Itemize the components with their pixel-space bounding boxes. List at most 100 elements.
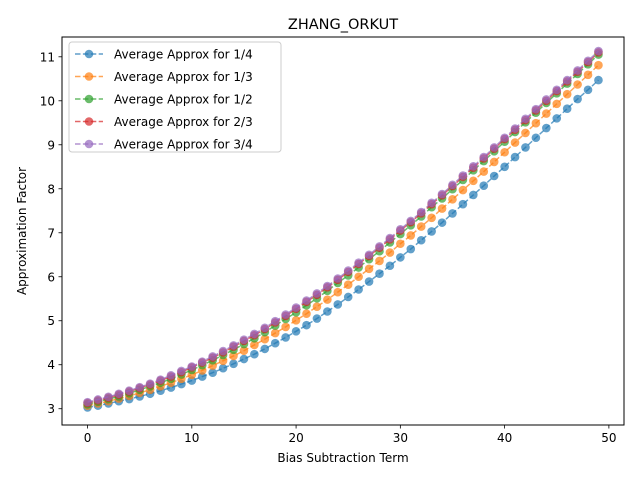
data-point — [270, 316, 280, 326]
data-point — [427, 198, 436, 208]
series-5 — [83, 46, 603, 407]
y-axis-label: Approximation Factor — [15, 167, 29, 295]
data-point — [396, 253, 405, 262]
data-point — [542, 95, 551, 104]
data-point — [448, 195, 457, 204]
data-point — [573, 66, 582, 75]
data-point — [448, 209, 457, 218]
data-point — [354, 258, 363, 267]
data-point — [416, 235, 426, 245]
x-tick-label: 40 — [497, 431, 512, 445]
data-point — [500, 147, 509, 157]
data-point — [583, 70, 593, 80]
data-point — [177, 366, 186, 376]
data-point — [427, 227, 436, 236]
chart-title: ZHANG_ORKUT — [288, 17, 398, 33]
x-tick-label: 10 — [184, 431, 199, 445]
legend-label: Average Approx for 1/2 — [114, 93, 253, 107]
data-point — [489, 143, 499, 152]
data-point — [469, 162, 478, 171]
data-point — [343, 266, 353, 275]
data-point — [427, 213, 436, 223]
data-point — [416, 207, 426, 217]
data-point — [312, 314, 322, 323]
x-tick-label: 50 — [601, 431, 616, 445]
legend-item: Average Approx for 1/4 — [75, 48, 253, 62]
data-point — [250, 340, 259, 350]
y-tick-label: 6 — [47, 270, 55, 284]
data-point — [542, 123, 551, 133]
data-point — [250, 349, 259, 359]
legend-marker — [84, 94, 94, 104]
legend-item: Average Approx for 1/3 — [75, 70, 253, 84]
data-point — [573, 94, 582, 104]
y-tick-label: 9 — [47, 138, 55, 152]
legend-item: Average Approx for 1/2 — [75, 93, 253, 107]
data-point — [270, 338, 280, 348]
x-tick-label: 0 — [84, 431, 92, 445]
data-point — [469, 176, 478, 186]
y-tick-label: 7 — [47, 226, 55, 240]
data-point — [531, 133, 541, 143]
data-point — [124, 386, 134, 395]
data-point — [375, 269, 384, 278]
x-tick-label: 20 — [288, 431, 303, 445]
data-point — [552, 99, 562, 109]
data-point — [552, 114, 562, 123]
x-axis: 0 10 20 30 40 50 — [84, 425, 617, 445]
data-point — [302, 296, 311, 305]
data-point — [396, 224, 405, 234]
legend-label: Average Approx for 3/4 — [114, 138, 253, 152]
data-point — [364, 264, 374, 274]
data-point — [458, 199, 468, 209]
data-point — [531, 118, 541, 128]
data-point — [385, 261, 395, 271]
data-point — [562, 75, 572, 85]
data-point — [521, 114, 530, 124]
data-point — [208, 352, 217, 361]
data-point — [583, 56, 593, 66]
data-point — [573, 80, 582, 89]
data-point — [406, 216, 416, 226]
data-point — [229, 341, 238, 350]
data-point — [510, 138, 520, 147]
legend-item: Average Approx for 2/3 — [75, 115, 253, 129]
y-tick-label: 10 — [40, 94, 55, 108]
data-point — [562, 89, 572, 99]
data-point — [260, 344, 270, 354]
data-point — [166, 370, 176, 380]
data-point — [542, 109, 551, 118]
legend-marker — [84, 139, 94, 149]
data-point — [302, 320, 311, 330]
legend-marker — [84, 49, 94, 59]
x-tick-label: 30 — [393, 431, 408, 445]
data-point — [479, 152, 489, 162]
data-point — [323, 281, 332, 291]
data-point — [323, 295, 332, 304]
data-point — [187, 362, 197, 371]
data-point — [500, 162, 509, 172]
data-point — [343, 292, 353, 302]
data-point — [145, 379, 155, 388]
data-point — [333, 274, 343, 283]
data-point — [385, 233, 395, 243]
data-point — [312, 289, 322, 298]
data-point — [229, 351, 238, 361]
data-point — [437, 218, 447, 227]
data-point — [281, 322, 290, 332]
data-point — [458, 185, 468, 195]
data-point — [521, 128, 530, 138]
data-point — [208, 368, 217, 377]
data-point — [489, 171, 499, 181]
data-point — [489, 157, 499, 167]
data-point — [239, 335, 249, 344]
data-point — [229, 359, 238, 369]
legend-item: Average Approx for 3/4 — [75, 138, 253, 152]
data-point — [343, 280, 353, 289]
data-point — [281, 333, 290, 342]
data-point — [270, 328, 280, 338]
data-point — [156, 375, 165, 384]
x-axis-label: Bias Subtraction Term — [277, 451, 408, 465]
data-point — [302, 309, 311, 319]
